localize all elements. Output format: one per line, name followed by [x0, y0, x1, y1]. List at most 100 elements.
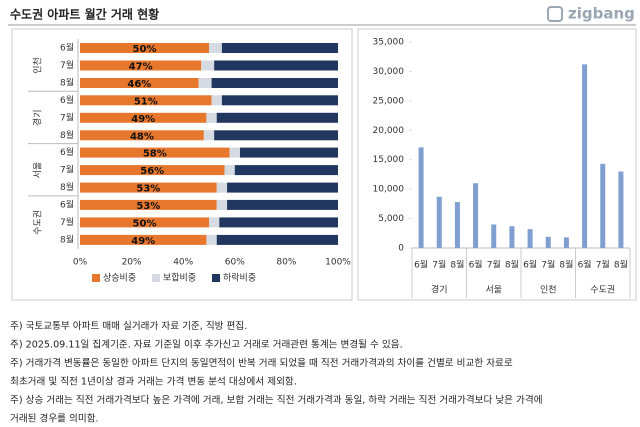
x-tick-label: 80%: [276, 258, 296, 268]
bar-segment: [211, 95, 222, 106]
bar: [618, 171, 624, 248]
group-label: 수도권: [590, 284, 615, 296]
value-label: 50%: [133, 218, 157, 229]
y-tick-label: 7월: [60, 111, 74, 123]
x-tick-label: 7월: [487, 259, 501, 271]
logo-icon: [547, 6, 563, 22]
y-tick-label: 7월: [60, 164, 74, 176]
right-chart-frame: [357, 28, 637, 301]
group-label: 경기: [32, 110, 44, 127]
group-label: 수도권: [32, 210, 44, 235]
value-label: 46%: [127, 79, 151, 90]
group-label: 경기: [431, 284, 448, 296]
bar-segment: [221, 43, 338, 53]
bar-segment: [229, 147, 240, 158]
x-tick-label: 8월: [614, 259, 628, 271]
y-tick-label: 6월: [60, 198, 74, 210]
y-tick-label: 6월: [60, 42, 74, 54]
x-tick-label: 7월: [432, 259, 446, 271]
note: 거래된 경우를 의미함.: [10, 413, 99, 425]
bar-segment: [214, 130, 338, 141]
x-tick-label: 40%: [173, 258, 193, 268]
bar-segment: [80, 112, 207, 123]
bar-segment: [216, 234, 338, 245]
bar-segment: [80, 182, 217, 193]
bar-segment: [234, 165, 338, 176]
bar-segment: [227, 182, 338, 193]
x-tick-label: 8월: [559, 259, 573, 271]
legend-swatch: [92, 274, 100, 282]
bar-segment: [80, 43, 209, 53]
bar-segment: [219, 217, 338, 228]
note: 주) 상승 거래는 직전 거래가격보다 높은 가격에 거래, 보합 거래는 직전…: [10, 394, 543, 406]
y-tick-label: 0: [398, 244, 404, 254]
bar: [473, 183, 479, 248]
bar-segment: [80, 234, 207, 245]
x-tick-label: 0%: [73, 258, 88, 268]
bar-segment: [198, 78, 212, 88]
bar: [436, 196, 442, 248]
legend-swatch: [152, 274, 160, 282]
bar-segment: [216, 182, 228, 193]
bar-segment: [206, 112, 217, 123]
y-tick-label: 7월: [60, 59, 74, 71]
bar: [527, 229, 533, 248]
bar-segment: [216, 112, 338, 123]
bar-segment: [221, 95, 338, 106]
y-tick-label: 8월: [60, 129, 74, 141]
y-tick-label: 6월: [60, 94, 74, 106]
legend-label: 하락비중: [223, 272, 256, 284]
bar-segment: [80, 130, 204, 141]
y-tick-label: 20,000: [373, 126, 405, 136]
group-label: 인천: [33, 57, 44, 74]
group-label: 서울: [33, 162, 44, 179]
bar: [454, 202, 460, 248]
x-tick-label: 6월: [414, 259, 428, 271]
value-label: 47%: [129, 62, 153, 73]
legend-label: 상승비중: [103, 273, 136, 284]
bar-segment: [201, 60, 215, 71]
x-tick-label: 7월: [596, 259, 610, 271]
bar-segment: [80, 147, 230, 158]
bar: [563, 237, 569, 248]
bar-segment: [80, 95, 212, 106]
bar: [491, 224, 497, 248]
y-tick-label: 35,000: [373, 38, 405, 48]
value-label: 53%: [136, 184, 160, 195]
note: 최초거래 및 직전 1년이상 경과 거래는 가격 변동 분석 대상에서 제외함.: [10, 376, 297, 388]
y-tick-label: 5,000: [378, 214, 404, 224]
value-label: 58%: [143, 149, 167, 160]
bar: [600, 163, 606, 248]
bar-segment: [203, 130, 215, 141]
logo-text: zigbang: [568, 5, 635, 23]
bar-segment: [239, 147, 338, 158]
bar-segment: [80, 199, 217, 210]
bar-segment: [211, 78, 338, 88]
y-tick-label: 6월: [60, 146, 74, 158]
x-tick-label: 8월: [450, 259, 464, 271]
bar-segment: [80, 165, 225, 176]
bar-segment: [224, 165, 235, 176]
x-tick-label: 100%: [325, 258, 351, 268]
x-tick-label: 6월: [469, 259, 483, 271]
bar-segment: [214, 60, 338, 71]
y-tick-label: 15,000: [373, 155, 405, 165]
logo: zigbang: [547, 5, 635, 23]
x-tick-label: 60%: [225, 258, 245, 268]
x-tick-label: 7월: [541, 259, 555, 271]
note: 주) 국토교통부 아파트 매매 실거래가 자료 기준, 직방 편집.: [10, 320, 247, 332]
bar: [509, 226, 515, 248]
left-chart-frame: [11, 28, 353, 301]
y-tick-label: 7월: [60, 216, 74, 228]
bar-segment: [227, 199, 338, 210]
bar-segment: [80, 60, 202, 71]
x-tick-label: 6월: [523, 259, 537, 271]
value-label: 53%: [136, 201, 160, 212]
note: 주) 거래가격 변동률은 동일한 아파트 단지의 동일면적이 반복 거래 되었을…: [10, 357, 513, 369]
y-tick-label: 30,000: [373, 67, 405, 77]
bar-segment: [80, 78, 199, 88]
bar-segment: [209, 43, 222, 53]
bar: [545, 236, 551, 248]
bar-segment: [209, 217, 220, 228]
y-tick-label: 8월: [60, 233, 74, 245]
